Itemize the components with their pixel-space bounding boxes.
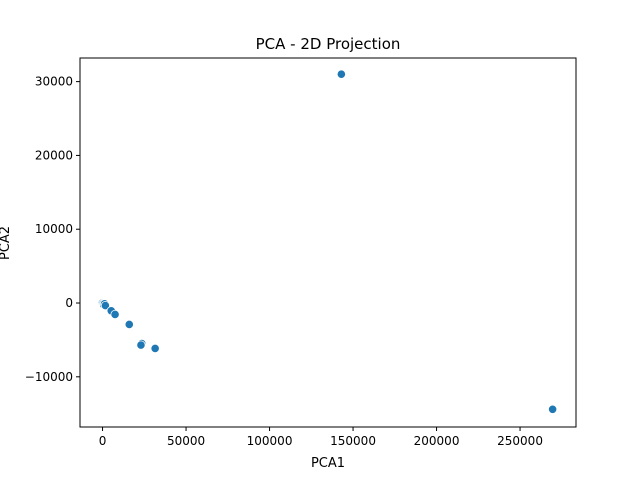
y-tick-label: 0 [65,296,73,310]
scatter-point [136,340,146,350]
scatter-point [150,343,160,354]
x-tick-label: 0 [99,434,107,448]
x-tick-label: 50000 [167,434,205,448]
y-tick-label: 20000 [35,148,73,162]
x-tick-label: 100000 [247,434,293,448]
chart-title: PCA - 2D Projection [256,35,401,53]
scatter-point [110,309,120,320]
scatter-point [548,404,558,414]
x-tick-label: 200000 [414,434,460,448]
data-points [97,69,558,414]
plot-area [79,57,577,428]
y-axis: −10000 0 10000 20000 30000 [25,75,80,384]
x-tick-label: 250000 [497,434,543,448]
x-tick-label: 150000 [330,434,376,448]
x-axis-label: PCA1 [311,456,345,471]
x-axis: 0 50000 100000 150000 200000 250000 [99,427,543,448]
scatter-point [100,300,110,311]
scatter-point [336,69,346,79]
y-axis-label: PCA2 [0,226,13,260]
y-tick-label: −10000 [25,370,73,384]
scatter-point [124,319,134,330]
y-tick-label: 10000 [35,222,73,236]
y-tick-label: 30000 [35,75,73,89]
